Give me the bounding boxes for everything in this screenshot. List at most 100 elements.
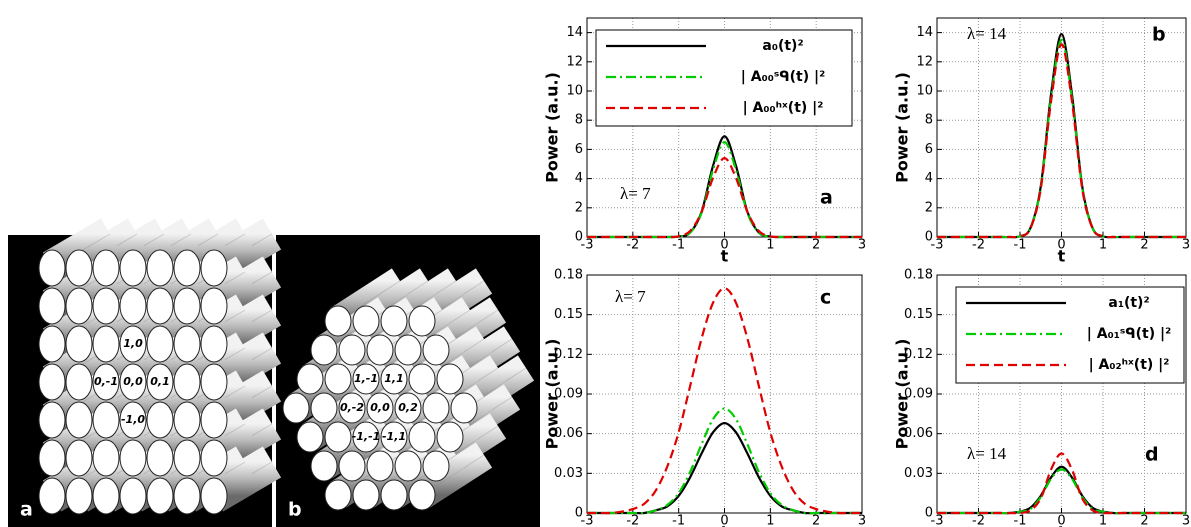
series-line [587,423,862,513]
x-tick-label: -2 [626,514,639,527]
x-tick-label: -2 [626,238,639,253]
fiber-end [39,288,65,324]
fiber-end [423,451,449,481]
y-tick-label: 14 [566,25,583,40]
fiber-end [353,306,379,336]
y-tick-label: 0.03 [904,466,933,481]
fiber-end [39,478,65,514]
fiber-end [174,440,200,476]
x-tick-label: -1 [672,514,685,527]
y-tick-label: 2 [575,200,583,215]
fiber-end [201,440,227,476]
cell-label: 0,-2 [340,401,364,414]
fiber-end [297,364,323,394]
fiber-end [39,364,65,400]
cell-label: 1,-1 [354,372,378,385]
fiber-end [381,306,407,336]
x-tick-label: 2 [1140,514,1148,527]
y-axis-label: Power (a.u.) [543,339,562,450]
legend-label: | A₀₀ʰˣ(t) |² [743,100,824,116]
x-tick-label: -1 [672,238,685,253]
x-axis-label: t [721,247,729,266]
fiber-end [325,480,351,510]
y-tick-label: 4 [575,171,583,186]
y-tick-label: 0 [925,230,933,245]
annotation: λ= 14 [967,24,1007,43]
cell-label: 0,0 [370,401,390,414]
annotation: λ= 7 [620,184,651,203]
fiber-end [147,440,173,476]
fiber-end [201,402,227,438]
fiber-end [66,288,92,324]
fiber-end [120,288,146,324]
fiber-end [451,393,477,423]
x-tick-label: 2 [812,238,820,253]
x-axis-label: t [1058,523,1066,527]
fiber-end [353,480,379,510]
y-tick-label: 0 [575,230,583,245]
fiber-end [93,402,119,438]
fiber-end [39,402,65,438]
cell-label: 0,-1 [94,375,118,388]
fiber-end [395,451,421,481]
y-tick-label: 0.03 [554,466,583,481]
fiber-end [93,478,119,514]
fiber-end [147,478,173,514]
y-tick-label: 10 [916,84,933,99]
fiber-end [201,364,227,400]
panel-label: d [1145,444,1159,466]
y-tick-label: 0.18 [554,268,583,283]
fiber-end [174,288,200,324]
annotation: λ= 14 [967,444,1007,463]
fiber-end [325,422,351,452]
fiber-end [66,440,92,476]
x-tick-label: 3 [858,514,866,527]
fiber-end [93,440,119,476]
x-tick-label: 1 [1099,238,1107,253]
x-tick-label: 1 [1099,514,1107,527]
y-axis-label: Power (a.u.) [543,72,562,183]
panel-label: c [820,287,831,309]
fiber-end [201,250,227,286]
y-axis-label: Power (a.u.) [893,72,912,183]
fiber-end [66,478,92,514]
cell-label: -1,1 [382,430,406,443]
x-tick-label: 1 [766,238,774,253]
x-tick-label: -1 [1014,514,1027,527]
legend-label: a₁(t)² [1108,295,1149,311]
fiber-end [66,250,92,286]
image-label: b [288,499,302,521]
fiber-end [409,364,435,394]
fiber-end [367,335,393,365]
fiber-end [297,422,323,452]
fiber-end [39,250,65,286]
y-tick-label: 0.18 [904,268,933,283]
legend-label: a₀(t)² [762,38,803,54]
y-axis-label: Power (a.u.) [893,339,912,450]
legend-label: | A₀₂ʰˣ(t) |² [1089,357,1170,373]
x-tick-label: -2 [972,514,985,527]
cell-label: -1,0 [121,413,145,426]
fiber-end [174,250,200,286]
annotation: λ= 7 [615,287,646,306]
y-tick-label: 14 [916,25,933,40]
x-axis-label: t [721,523,729,527]
y-tick-label: 0.15 [904,307,933,322]
fiber-end [66,326,92,362]
y-tick-label: 0.15 [554,307,583,322]
fiber-end [409,480,435,510]
fiber-end [339,451,365,481]
cell-label: 0,0 [123,375,143,388]
fiber-end [39,326,65,362]
fiber-end [120,440,146,476]
y-tick-label: 0 [925,506,933,521]
y-tick-label: 12 [916,54,933,69]
fiber-end [311,451,337,481]
cell-label: 0,2 [398,401,418,414]
fiber-end [39,440,65,476]
y-tick-label: 4 [925,171,933,186]
fiber-end [174,478,200,514]
cell-label: 1,1 [384,372,404,385]
fiber-end [325,364,351,394]
image-label: a [20,499,33,521]
